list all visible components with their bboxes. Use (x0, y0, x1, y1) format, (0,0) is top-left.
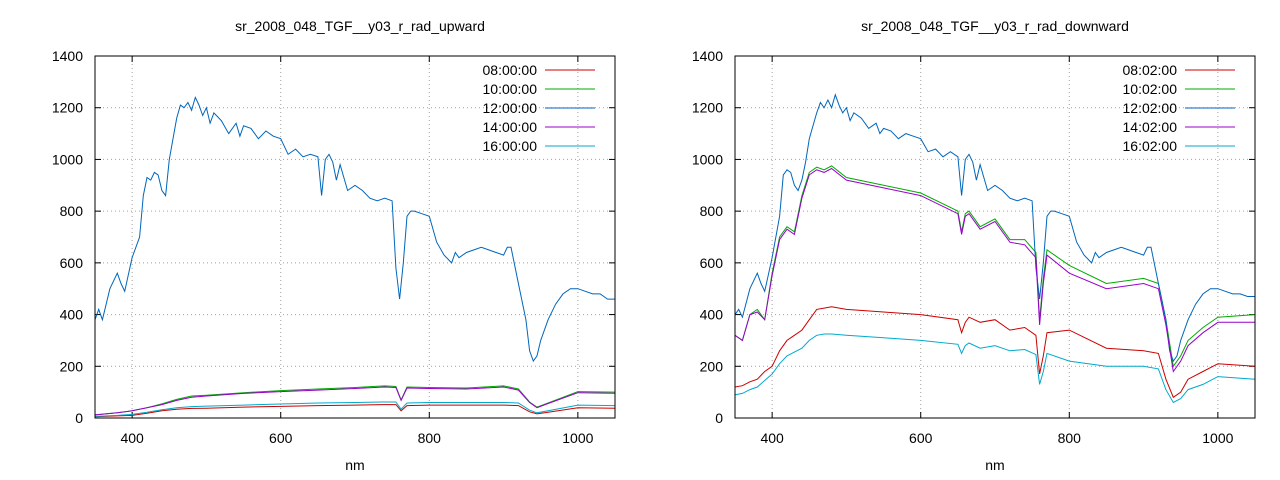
y-tick-label: 1400 (52, 48, 83, 64)
series-line-1 (95, 404, 615, 418)
series-line-5 (735, 333, 1255, 404)
legend-label: 12:02:00 (1123, 100, 1178, 116)
y-tick-label: 1200 (52, 100, 83, 116)
series-line-3 (735, 93, 1255, 363)
y-tick-label: 200 (60, 358, 84, 374)
plot-frame (94, 55, 616, 419)
x-axis-label: nm (985, 457, 1004, 473)
series-line-2 (95, 385, 615, 416)
x-tick-label: 1000 (562, 430, 593, 446)
y-tick-label: 600 (700, 255, 724, 271)
y-tick-label: 0 (75, 410, 83, 426)
legend-label: 08:00:00 (483, 62, 538, 78)
y-tick-label: 800 (700, 203, 724, 219)
x-tick-label: 600 (269, 430, 293, 446)
y-tick-label: 600 (60, 255, 84, 271)
plot-frame (734, 55, 1256, 419)
y-tick-label: 400 (700, 307, 724, 323)
x-axis-label: nm (345, 457, 364, 473)
y-tick-label: 400 (60, 307, 84, 323)
series-line-4 (735, 167, 1255, 373)
y-tick-label: 800 (60, 203, 84, 219)
y-tick-label: 1400 (692, 48, 723, 64)
series-line-4 (95, 386, 615, 416)
legend-label: 14:00:00 (483, 119, 538, 135)
x-tick-label: 1000 (1202, 430, 1233, 446)
chart-title: sr_2008_048_TGF__y03_r_rad_upward (235, 18, 485, 34)
legend-label: 10:00:00 (483, 81, 538, 97)
x-tick-label: 600 (909, 430, 933, 446)
y-tick-label: 200 (700, 358, 724, 374)
series-line-3 (95, 95, 615, 363)
y-tick-label: 1000 (692, 151, 723, 167)
series-line-2 (735, 165, 1255, 368)
x-tick-label: 400 (120, 430, 144, 446)
legend-label: 16:00:00 (483, 138, 538, 154)
y-tick-label: 1000 (52, 151, 83, 167)
chart-panel-2: sr_2008_048_TGF__y03_r_rad_downward 0 200 4… (692, 18, 1256, 473)
legend-label: 14:02:00 (1123, 119, 1178, 135)
y-tick-label: 1200 (692, 100, 723, 116)
x-tick-label: 800 (418, 430, 442, 446)
chart-title: sr_2008_048_TGF__y03_r_rad_downward (861, 18, 1129, 34)
series-line-1 (735, 306, 1255, 399)
legend-label: 10:02:00 (1123, 81, 1178, 97)
series-line-5 (95, 401, 615, 417)
chart-panel-1: sr_2008_048_TGF__y03_r_rad_upward 0 200 400… (52, 18, 616, 473)
x-tick-label: 800 (1058, 430, 1082, 446)
y-tick-label: 0 (715, 410, 723, 426)
legend-label: 12:00:00 (483, 100, 538, 116)
legend-label: 16:02:00 (1123, 138, 1178, 154)
x-tick-label: 400 (760, 430, 784, 446)
legend-label: 08:02:00 (1123, 62, 1178, 78)
